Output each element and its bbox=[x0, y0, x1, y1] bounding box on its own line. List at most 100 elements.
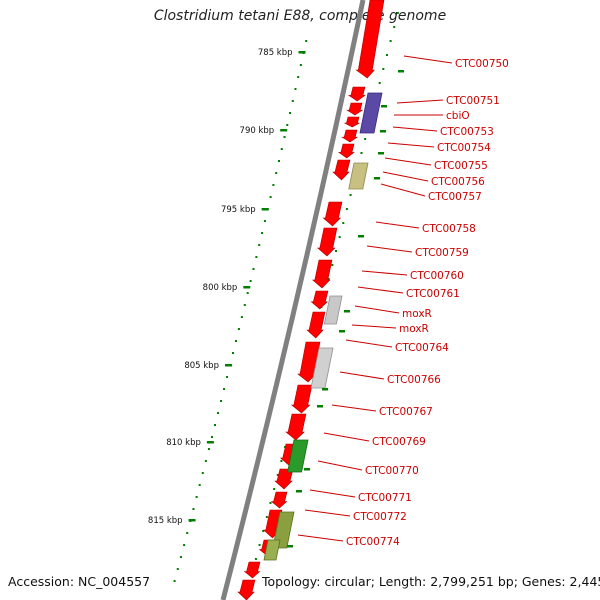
label-connector bbox=[339, 371, 385, 380]
gene-label-7: CTC00757 bbox=[428, 191, 482, 203]
kbp-tick bbox=[224, 364, 232, 367]
bp-dot bbox=[195, 496, 198, 498]
bp-dot bbox=[262, 530, 265, 532]
bp-dot bbox=[198, 484, 201, 486]
gene-label-13: moxR bbox=[399, 323, 429, 335]
cds-arrow bbox=[341, 129, 359, 143]
bp-dot bbox=[223, 388, 226, 390]
feature-tick bbox=[287, 545, 293, 548]
gene-label-8: CTC00758 bbox=[422, 223, 476, 235]
feature-tick bbox=[296, 490, 302, 493]
cds-arrow bbox=[316, 227, 338, 257]
gene-labels: CTC00750 CTC00751 cbiO CTC00753 CTC00754 CTC0… bbox=[346, 58, 509, 548]
kbp-label: 805 kbp bbox=[184, 361, 219, 371]
label-connector bbox=[380, 183, 426, 197]
feature-tick bbox=[374, 177, 380, 180]
bp-dot bbox=[201, 472, 204, 474]
gene-label-16: CTC00767 bbox=[379, 406, 433, 418]
bp-dot bbox=[342, 222, 345, 224]
bp-dot bbox=[269, 196, 272, 198]
gene-label-12: moxR bbox=[402, 308, 432, 320]
bp-dot bbox=[192, 508, 195, 510]
bp-dot bbox=[210, 436, 213, 438]
label-connector bbox=[384, 157, 432, 166]
bp-dot bbox=[280, 460, 283, 462]
bp-dot bbox=[214, 424, 217, 426]
cds-arrow bbox=[310, 290, 329, 310]
bp-dot bbox=[327, 278, 330, 280]
gene-label-18: CTC00770 bbox=[365, 465, 419, 477]
bp-dot bbox=[252, 268, 255, 270]
topology-summary: Topology: circular; Length: 2,799,251 bp… bbox=[262, 574, 600, 589]
bp-dot bbox=[272, 184, 275, 186]
cds-arrow bbox=[322, 201, 343, 227]
bp-dot bbox=[276, 474, 279, 476]
feature-tick bbox=[344, 310, 350, 313]
gene-label-6: CTC00756 bbox=[431, 176, 485, 188]
feature-box bbox=[272, 511, 295, 549]
bp-dot bbox=[220, 400, 223, 402]
accession-text: Accession: NC_004557 bbox=[8, 574, 151, 589]
gene-label-0: CTC00750 bbox=[455, 58, 509, 70]
bp-dot bbox=[364, 138, 367, 140]
bp-dot bbox=[275, 172, 278, 174]
bp-dot bbox=[273, 488, 276, 490]
gene-label-11: CTC00761 bbox=[406, 288, 460, 300]
bp-dot bbox=[338, 236, 341, 238]
feature-box bbox=[348, 162, 369, 190]
gene-label-10: CTC00760 bbox=[410, 270, 464, 282]
gene-label-2: cbiO bbox=[446, 110, 470, 122]
cds-arrow bbox=[285, 413, 307, 441]
feature-tick bbox=[322, 388, 328, 391]
label-connector bbox=[366, 245, 413, 253]
cds-arrow bbox=[346, 102, 364, 116]
bp-dot bbox=[255, 256, 258, 258]
gene-label-3: CTC00753 bbox=[440, 126, 494, 138]
cds-arrow bbox=[290, 384, 313, 414]
kbp-tick bbox=[261, 208, 269, 211]
kbp-tick bbox=[243, 286, 251, 289]
bp-dot bbox=[289, 112, 292, 114]
bp-dot bbox=[269, 502, 272, 504]
gene-label-9: CTC00759 bbox=[415, 247, 469, 259]
bp-dot bbox=[280, 148, 283, 150]
bp-dot bbox=[173, 580, 176, 582]
gene-label-20: CTC00772 bbox=[353, 511, 407, 523]
gene-label-5: CTC00755 bbox=[434, 160, 488, 172]
bp-dot bbox=[234, 340, 237, 342]
gene-label-19: CTC00771 bbox=[358, 492, 412, 504]
bp-dot bbox=[389, 40, 392, 42]
bp-dot bbox=[299, 64, 302, 66]
bp-dot bbox=[176, 568, 179, 570]
bp-dot bbox=[305, 40, 308, 42]
bp-dot bbox=[382, 68, 385, 70]
cds-arrow bbox=[237, 579, 256, 600]
feature-box bbox=[323, 295, 343, 325]
kbp-tick bbox=[206, 441, 214, 444]
kbp-tick bbox=[298, 51, 306, 54]
bp-dot bbox=[331, 264, 334, 266]
backbone-line bbox=[220, 0, 366, 600]
label-connector bbox=[392, 126, 438, 132]
bp-dot bbox=[349, 194, 352, 196]
feature-box bbox=[287, 439, 309, 473]
bp-dot bbox=[186, 532, 189, 534]
bp-dot bbox=[393, 26, 396, 28]
gene-label-17: CTC00769 bbox=[372, 436, 426, 448]
cds-arrow bbox=[337, 143, 355, 159]
label-connector bbox=[331, 404, 377, 412]
kbp-label: 795 kbp bbox=[221, 205, 256, 215]
cds-arrow bbox=[344, 116, 360, 128]
bp-dot bbox=[297, 76, 300, 78]
cds-arrow bbox=[243, 561, 261, 579]
feature-tick bbox=[358, 235, 364, 238]
label-connector bbox=[323, 432, 370, 442]
feature-tick bbox=[398, 70, 404, 73]
kbp-labels: 785 kbp 790 kbp 795 kbp 800 kbp 805 kbp 810 k… bbox=[148, 48, 306, 526]
bp-dot bbox=[258, 244, 261, 246]
gene-label-1: CTC00751 bbox=[446, 95, 500, 107]
label-connector bbox=[382, 171, 429, 182]
feature-tick bbox=[304, 468, 310, 471]
label-connector bbox=[345, 339, 393, 348]
cds-arrow bbox=[347, 86, 366, 102]
